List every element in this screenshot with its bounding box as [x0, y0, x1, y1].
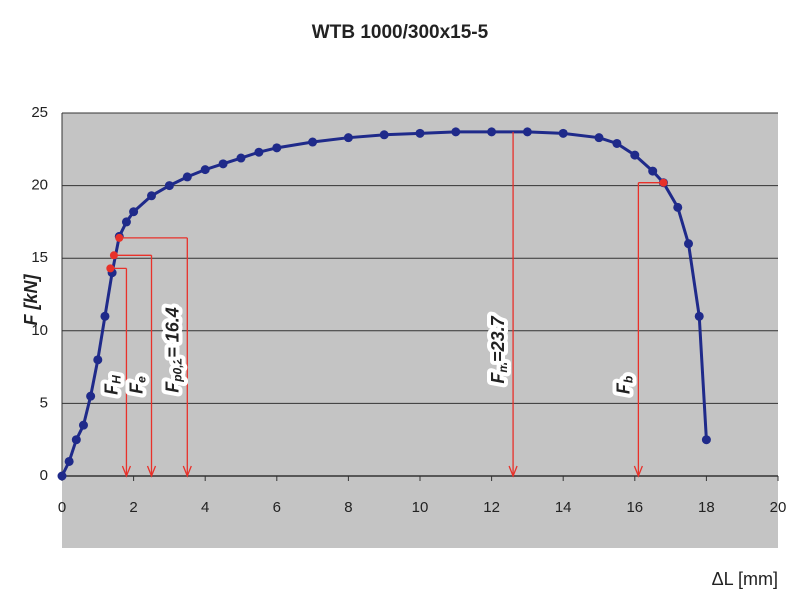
y-tick-label: 10: [31, 322, 48, 339]
data-point: [558, 128, 568, 138]
annotation-sub: H: [110, 375, 124, 384]
annotation-label: Fp0,2= 16.4: [162, 307, 184, 393]
x-tick-label: 16: [626, 499, 643, 516]
data-point: [164, 181, 174, 191]
data-point: [487, 127, 497, 137]
data-point: [701, 435, 711, 445]
annotation-sub: b: [622, 376, 636, 383]
annotation-suffix: = 16.4: [162, 307, 182, 358]
x-tick-label: 6: [273, 499, 281, 516]
x-tick-label: 8: [344, 499, 352, 516]
data-point: [71, 435, 81, 445]
y-tick-label: 15: [31, 249, 48, 266]
y-axis-label: F [kN]: [21, 274, 41, 326]
data-point: [684, 239, 693, 249]
data-point: [272, 143, 282, 153]
annotation-suffix: =23.7: [488, 315, 508, 362]
data-point: [673, 202, 683, 212]
x-tick-label: 2: [129, 499, 137, 516]
data-point: [147, 191, 156, 201]
annotation-sub: m: [496, 362, 510, 373]
annotation-point: [659, 178, 668, 187]
data-point: [648, 166, 658, 176]
annotation-sub: e: [135, 376, 149, 383]
arrow-head: [508, 465, 518, 478]
data-point: [308, 137, 318, 147]
annotation-sub: p0,2: [170, 357, 184, 382]
data-point: [218, 159, 228, 169]
data-point: [594, 133, 604, 143]
data-point: [694, 311, 704, 321]
data-point: [236, 153, 246, 163]
data-point: [200, 165, 210, 175]
annotation-label: Fb: [613, 376, 635, 394]
data-point: [522, 127, 532, 137]
annotation-label: F: [162, 381, 182, 393]
y-tick-label: 0: [40, 467, 48, 484]
y-tick-label: 25: [31, 104, 48, 121]
x-axis-label: ΔL [mm]: [712, 569, 778, 589]
chart-title: WTB 1000/300x15-5: [312, 22, 489, 43]
data-point: [129, 207, 139, 217]
data-point: [78, 420, 88, 430]
arrow-head: [633, 465, 643, 478]
data-point: [254, 147, 264, 157]
arrow-head: [182, 465, 192, 478]
data-point: [57, 471, 67, 481]
annotation-label: F: [613, 382, 633, 394]
x-tick-label: 12: [483, 499, 500, 516]
annotation-point: [115, 233, 124, 242]
x-tick-label: 18: [698, 499, 715, 516]
annotation-label: F: [101, 383, 121, 395]
data-point: [182, 172, 192, 182]
data-point: [630, 150, 640, 160]
data-point: [379, 130, 389, 140]
x-tick-label: 14: [555, 499, 572, 516]
y-tick-label: 20: [31, 177, 48, 194]
annotation-label: Fm=23.7: [488, 315, 510, 383]
x-tick-label: 20: [770, 499, 787, 516]
data-point: [343, 133, 353, 143]
y-tick-label: 5: [40, 394, 48, 411]
arrow-head: [146, 465, 157, 478]
data-point: [64, 456, 74, 466]
annotation-point: [106, 264, 115, 273]
annotation-point: [109, 251, 118, 260]
arrow-head: [121, 465, 132, 478]
data-point: [451, 127, 461, 137]
x-tick-label: 4: [201, 499, 209, 516]
data-point: [415, 128, 425, 138]
data-point: [121, 217, 131, 227]
data-point: [612, 138, 622, 148]
data-point: [100, 311, 110, 321]
annotation-label: F: [488, 372, 508, 384]
x-tick-label: 10: [412, 499, 429, 516]
data-point: [93, 355, 103, 365]
data-point: [86, 391, 96, 401]
x-tick-label: 0: [58, 499, 66, 516]
